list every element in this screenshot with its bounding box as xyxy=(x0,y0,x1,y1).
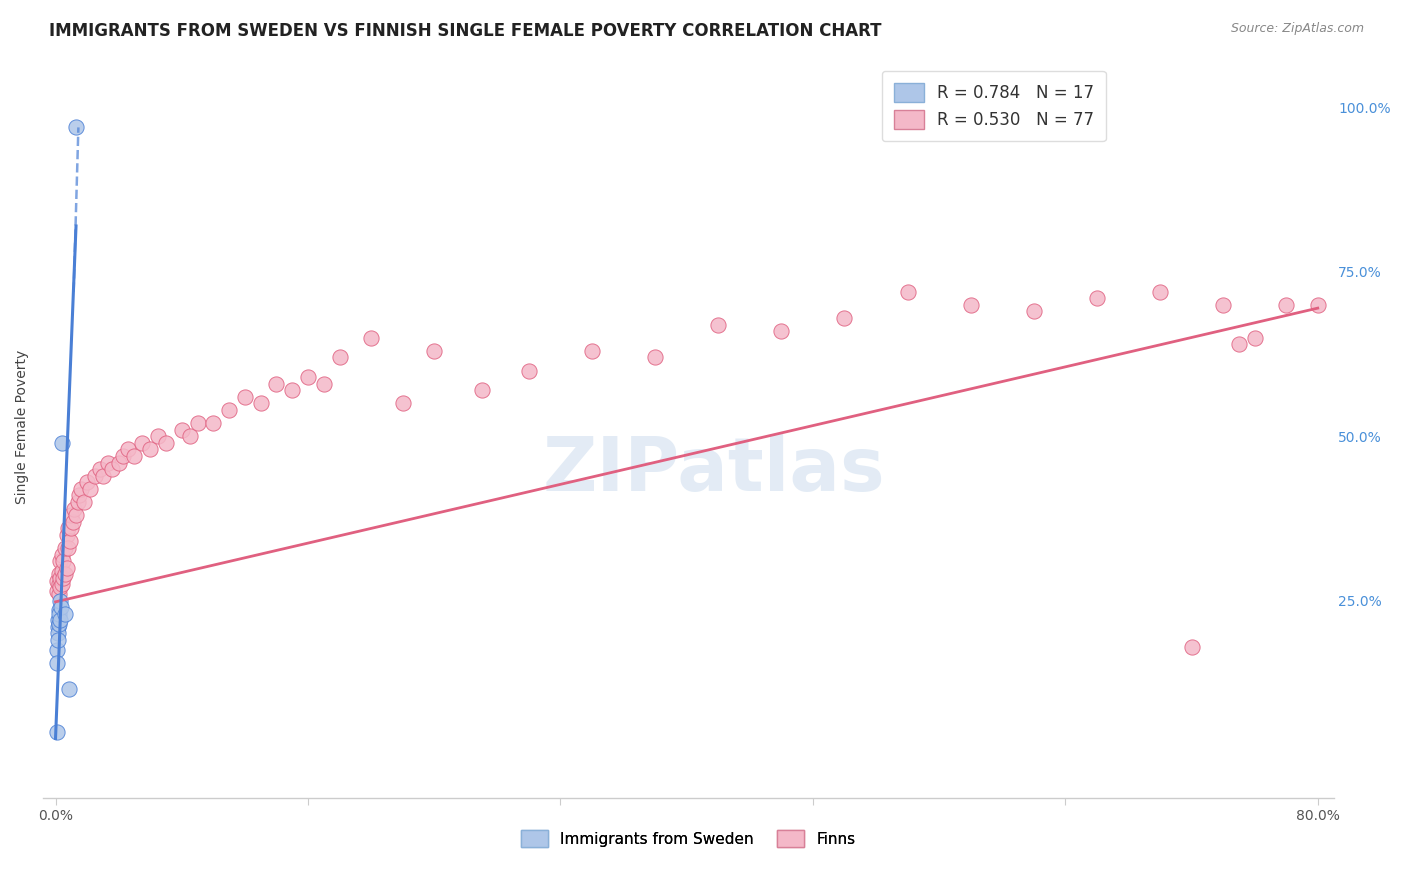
Point xyxy=(52,554,75,568)
Point xyxy=(52,570,75,584)
Point xyxy=(896,285,918,299)
Point xyxy=(58,682,80,697)
Point xyxy=(46,656,69,670)
Point xyxy=(124,449,146,463)
Point xyxy=(49,581,72,595)
Point xyxy=(1149,285,1171,299)
Y-axis label: Single Female Poverty: Single Female Poverty xyxy=(15,350,30,503)
Point xyxy=(60,508,83,522)
Point xyxy=(51,548,73,562)
Point xyxy=(53,541,76,555)
Point xyxy=(51,577,73,591)
Point xyxy=(89,462,111,476)
Point xyxy=(65,120,87,135)
Point xyxy=(46,613,69,627)
Point xyxy=(56,521,79,535)
Point xyxy=(84,468,107,483)
Point xyxy=(46,620,69,634)
Point xyxy=(73,495,96,509)
Point xyxy=(49,593,72,607)
Point xyxy=(46,626,69,640)
Point xyxy=(170,423,193,437)
Point xyxy=(1085,291,1108,305)
Point xyxy=(48,603,70,617)
Point xyxy=(470,384,492,398)
Point xyxy=(91,468,114,483)
Point xyxy=(48,632,70,647)
Point xyxy=(49,613,72,627)
Point xyxy=(46,583,69,598)
Point xyxy=(97,456,120,470)
Point xyxy=(146,429,169,443)
Point xyxy=(139,442,162,457)
Point xyxy=(1022,304,1045,318)
Text: Source: ZipAtlas.com: Source: ZipAtlas.com xyxy=(1230,22,1364,36)
Point xyxy=(55,560,77,574)
Point xyxy=(233,390,256,404)
Point xyxy=(49,600,72,615)
Point xyxy=(46,574,69,588)
Point xyxy=(179,429,201,443)
Point xyxy=(51,435,73,450)
Point xyxy=(48,567,70,582)
Point xyxy=(707,318,730,332)
Point xyxy=(834,310,856,325)
Point xyxy=(155,435,177,450)
Point xyxy=(186,416,208,430)
Point xyxy=(51,564,73,578)
Point xyxy=(1275,298,1298,312)
Point xyxy=(312,376,335,391)
Point xyxy=(360,331,382,345)
Point xyxy=(770,324,793,338)
Point xyxy=(249,396,271,410)
Point xyxy=(49,554,72,568)
Point xyxy=(202,416,225,430)
Point xyxy=(48,616,70,631)
Point xyxy=(281,384,304,398)
Point xyxy=(117,442,139,457)
Point xyxy=(66,495,89,509)
Point xyxy=(1212,298,1234,312)
Point xyxy=(517,363,540,377)
Point xyxy=(1227,337,1250,351)
Point xyxy=(49,570,72,584)
Point xyxy=(55,528,77,542)
Point xyxy=(46,643,69,657)
Point xyxy=(1243,331,1265,345)
Point xyxy=(1180,640,1202,654)
Point xyxy=(1306,298,1329,312)
Point xyxy=(644,351,666,365)
Point xyxy=(56,541,79,555)
Point xyxy=(101,462,124,476)
Point xyxy=(423,343,446,358)
Point xyxy=(53,607,76,621)
Point xyxy=(297,370,319,384)
Point xyxy=(60,521,83,535)
Point xyxy=(218,403,240,417)
Point xyxy=(391,396,413,410)
Point xyxy=(131,435,153,450)
Point xyxy=(65,508,87,522)
Text: ZIPatlas: ZIPatlas xyxy=(543,434,886,508)
Point xyxy=(79,482,101,496)
Point xyxy=(959,298,981,312)
Point xyxy=(581,343,603,358)
Point xyxy=(107,456,129,470)
Point xyxy=(328,351,350,365)
Point xyxy=(48,587,70,601)
Point xyxy=(62,515,84,529)
Point xyxy=(266,376,288,391)
Point xyxy=(112,449,135,463)
Point xyxy=(45,725,67,739)
Point xyxy=(48,577,70,591)
Point xyxy=(69,482,91,496)
Point xyxy=(67,488,90,502)
Point xyxy=(63,501,86,516)
Text: IMMIGRANTS FROM SWEDEN VS FINNISH SINGLE FEMALE POVERTY CORRELATION CHART: IMMIGRANTS FROM SWEDEN VS FINNISH SINGLE… xyxy=(49,22,882,40)
Point xyxy=(59,534,82,549)
Point xyxy=(48,607,70,621)
Point xyxy=(53,567,76,582)
Legend: Immigrants from Sweden, Finns: Immigrants from Sweden, Finns xyxy=(515,824,862,853)
Point xyxy=(76,475,98,490)
